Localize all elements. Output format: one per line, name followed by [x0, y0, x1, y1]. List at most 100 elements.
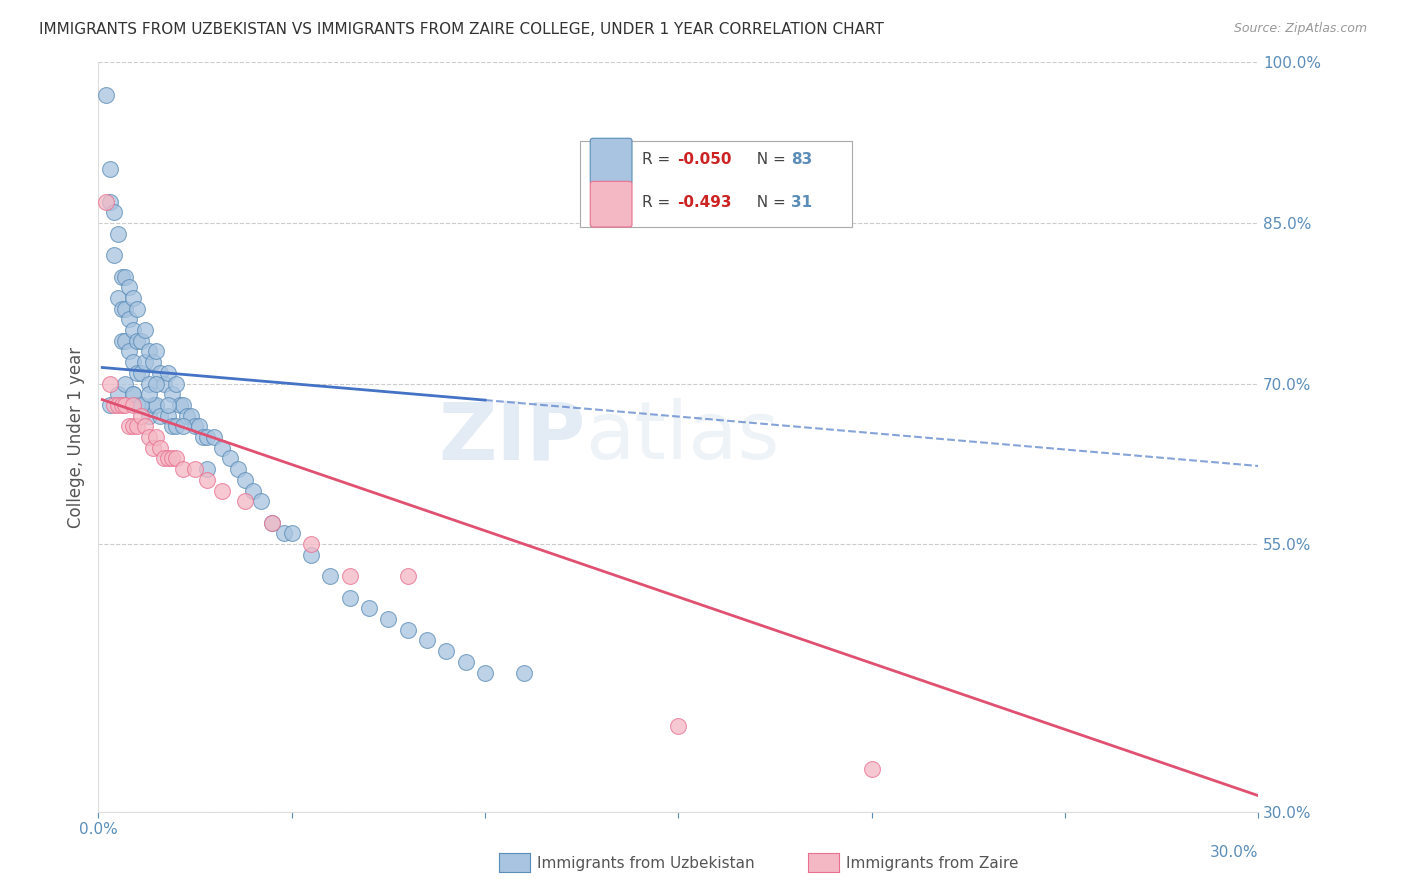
- Point: [114, 269, 136, 284]
- Text: N =: N =: [747, 194, 790, 210]
- Point: [138, 387, 160, 401]
- Point: [129, 398, 152, 412]
- Text: 30.0%: 30.0%: [1211, 846, 1258, 861]
- Point: [122, 398, 145, 412]
- Point: [145, 430, 167, 444]
- Point: [118, 312, 141, 326]
- Point: [180, 409, 202, 423]
- Point: [114, 334, 136, 348]
- Point: [145, 344, 167, 359]
- Point: [122, 291, 145, 305]
- Point: [219, 451, 242, 466]
- Text: -0.050: -0.050: [678, 152, 731, 167]
- Text: Immigrants from Uzbekistan: Immigrants from Uzbekistan: [537, 856, 755, 871]
- Point: [96, 194, 118, 209]
- Point: [107, 387, 129, 401]
- Y-axis label: College, Under 1 year: College, Under 1 year: [66, 346, 84, 528]
- FancyBboxPatch shape: [579, 141, 852, 227]
- Point: [96, 87, 118, 102]
- Point: [103, 205, 125, 219]
- Point: [157, 451, 180, 466]
- Point: [149, 441, 172, 455]
- Point: [138, 430, 160, 444]
- Point: [127, 334, 149, 348]
- Point: [160, 387, 183, 401]
- Point: [153, 376, 176, 391]
- Point: [138, 376, 160, 391]
- Point: [153, 451, 176, 466]
- Point: [250, 494, 273, 508]
- Point: [235, 473, 257, 487]
- Point: [111, 334, 132, 348]
- Point: [127, 301, 149, 316]
- Point: [114, 301, 136, 316]
- Point: [666, 719, 689, 733]
- Point: [262, 516, 284, 530]
- Point: [396, 623, 419, 637]
- Text: Source: ZipAtlas.com: Source: ZipAtlas.com: [1233, 22, 1367, 36]
- Point: [165, 376, 187, 391]
- Point: [172, 462, 194, 476]
- Point: [235, 494, 257, 508]
- Text: -0.493: -0.493: [678, 194, 731, 210]
- Point: [127, 398, 149, 412]
- Point: [454, 655, 477, 669]
- Point: [396, 569, 419, 583]
- Point: [172, 398, 194, 412]
- Text: 83: 83: [792, 152, 813, 167]
- Point: [122, 387, 145, 401]
- Point: [98, 376, 121, 391]
- Point: [157, 366, 180, 380]
- Point: [98, 398, 121, 412]
- Point: [103, 248, 125, 262]
- Point: [176, 409, 198, 423]
- Point: [191, 430, 214, 444]
- Point: [359, 601, 381, 615]
- Text: IMMIGRANTS FROM UZBEKISTAN VS IMMIGRANTS FROM ZAIRE COLLEGE, UNDER 1 YEAR CORREL: IMMIGRANTS FROM UZBEKISTAN VS IMMIGRANTS…: [39, 22, 884, 37]
- Point: [157, 398, 180, 412]
- Point: [138, 344, 160, 359]
- Point: [114, 398, 136, 412]
- Point: [242, 483, 264, 498]
- Point: [107, 291, 129, 305]
- Point: [273, 526, 295, 541]
- Point: [211, 483, 233, 498]
- Point: [103, 398, 125, 412]
- Point: [204, 430, 226, 444]
- Point: [118, 419, 141, 434]
- Point: [165, 451, 187, 466]
- Point: [118, 280, 141, 294]
- Point: [107, 227, 129, 241]
- Point: [118, 344, 141, 359]
- Point: [129, 334, 152, 348]
- Point: [160, 419, 183, 434]
- Point: [122, 323, 145, 337]
- Point: [299, 537, 322, 551]
- Point: [165, 419, 187, 434]
- Point: [107, 398, 129, 412]
- Point: [114, 376, 136, 391]
- Point: [860, 762, 883, 776]
- Point: [122, 355, 145, 369]
- Point: [134, 323, 156, 337]
- Point: [141, 398, 165, 412]
- Point: [149, 366, 172, 380]
- Point: [226, 462, 249, 476]
- Point: [195, 462, 218, 476]
- Point: [172, 419, 194, 434]
- Point: [98, 162, 121, 177]
- Point: [129, 366, 152, 380]
- Point: [122, 387, 145, 401]
- Point: [111, 269, 132, 284]
- Point: [377, 612, 399, 626]
- Point: [436, 644, 458, 658]
- Point: [513, 665, 536, 680]
- Point: [141, 441, 165, 455]
- Point: [141, 355, 165, 369]
- Point: [474, 665, 496, 680]
- Point: [211, 441, 233, 455]
- Point: [160, 451, 183, 466]
- Point: [127, 366, 149, 380]
- Point: [169, 398, 191, 412]
- Text: R =: R =: [643, 194, 675, 210]
